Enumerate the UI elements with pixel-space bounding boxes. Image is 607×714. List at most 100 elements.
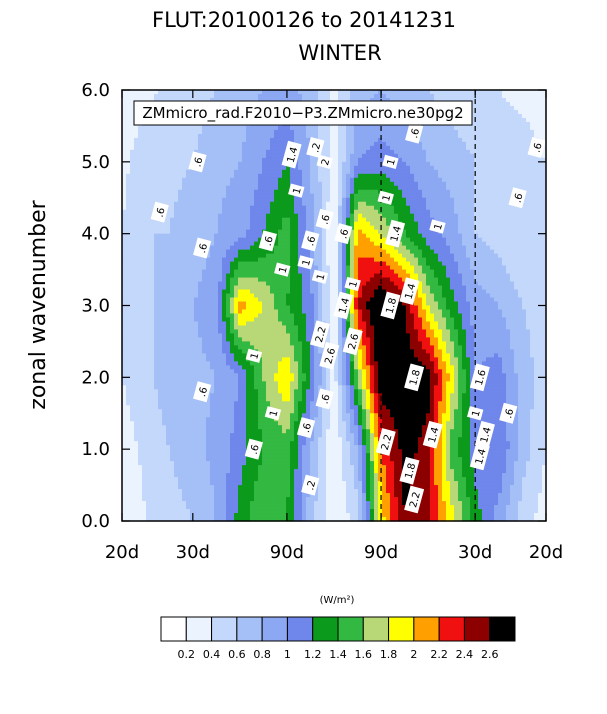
contour-cell (122, 273, 127, 279)
contour-cell (194, 205, 199, 211)
contour-cell (494, 197, 499, 203)
contour-cell (198, 197, 203, 203)
contour-cell (314, 261, 319, 267)
contour-cell (394, 93, 399, 99)
contour-cell (262, 141, 267, 147)
contour-cell (210, 217, 215, 223)
contour-cell (394, 193, 399, 199)
contour-cell (410, 153, 415, 159)
contour-cell (542, 205, 547, 211)
contour-cell (366, 161, 371, 167)
contour-cell (518, 261, 523, 267)
contour-cell (334, 205, 339, 211)
contour-cell (358, 237, 363, 243)
contour-cell (326, 273, 331, 279)
contour-cell (478, 193, 483, 199)
contour-cell (262, 225, 267, 231)
contour-cell (430, 205, 435, 211)
contour-cell (290, 205, 295, 211)
contour-cell (478, 253, 483, 259)
contour-cell (538, 161, 543, 167)
contour-cell (182, 129, 187, 135)
contour-cell (486, 97, 491, 103)
contour-cell (370, 137, 375, 143)
contour-cell (498, 253, 503, 259)
contour-cell (526, 153, 531, 159)
contour-cell (494, 257, 499, 263)
contour-cell (202, 177, 207, 183)
contour-cell (270, 193, 275, 199)
contour-cell (414, 197, 419, 203)
contour-cell (410, 245, 415, 251)
contour-cell (402, 253, 407, 259)
contour-cell (170, 149, 175, 155)
contour-cell (206, 273, 211, 279)
contour-cell (142, 137, 147, 143)
contour-cell (338, 141, 343, 147)
contour-cell (262, 197, 267, 203)
contour-cell (234, 173, 239, 179)
contour-cell (442, 205, 447, 211)
contour-cell (362, 189, 367, 195)
contour-cell (262, 165, 267, 171)
contour-cell (354, 213, 359, 219)
contour-cell (438, 177, 443, 183)
contour-cell (438, 217, 443, 223)
contour-cell (466, 213, 471, 219)
contour-cell (294, 253, 299, 259)
contour-cell (410, 257, 415, 263)
contour-cell (230, 197, 235, 203)
contour-cell (298, 173, 303, 179)
contour-cell (402, 209, 407, 215)
contour-cell (326, 245, 331, 251)
contour-cell (514, 225, 519, 231)
contour-cell (210, 257, 215, 263)
contour-cell (306, 97, 311, 103)
contour-cell (426, 149, 431, 155)
contour-cell (258, 193, 263, 199)
contour-cell (490, 225, 495, 231)
contour-cell (194, 269, 199, 275)
contour-cell (194, 137, 199, 143)
contour-cell (542, 145, 547, 151)
contour-cell (234, 209, 239, 215)
contour-cell (458, 153, 463, 159)
contour-cell (490, 193, 495, 199)
contour-cell (190, 145, 195, 151)
contour-cell (538, 105, 543, 111)
contour-cell (158, 157, 163, 163)
contour-cell (538, 101, 543, 107)
contour-cell (210, 129, 215, 135)
contour-cell (430, 213, 435, 219)
contour-cell (214, 197, 219, 203)
contour-cell (146, 241, 151, 247)
contour-cell (330, 193, 335, 199)
contour-cell (366, 97, 371, 103)
contour-cell (370, 141, 375, 147)
contour-cell (266, 265, 271, 271)
contour-cell (150, 233, 155, 239)
contour-cell (398, 153, 403, 159)
contour-cell (378, 141, 383, 147)
contour-cell (518, 217, 523, 223)
contour-cell (382, 185, 387, 191)
contour-cell (158, 145, 163, 151)
contour-cell (326, 90, 331, 95)
contour-cell (298, 225, 303, 231)
contour-cell (442, 229, 447, 235)
contour-cell (274, 161, 279, 167)
contour-cell (422, 233, 427, 239)
contour-cell (282, 189, 287, 195)
contour-cell (454, 177, 459, 183)
contour-cell (438, 141, 443, 147)
contour-cell (318, 265, 323, 271)
contour-cell (206, 209, 211, 215)
contour-cell (334, 141, 339, 147)
contour-cell (270, 137, 275, 143)
contour-cell (250, 145, 255, 151)
contour-cell (346, 141, 351, 147)
contour-cell (122, 253, 127, 259)
contour-cell (530, 237, 535, 243)
contour-cell (358, 249, 363, 255)
contour-cell (242, 225, 247, 231)
